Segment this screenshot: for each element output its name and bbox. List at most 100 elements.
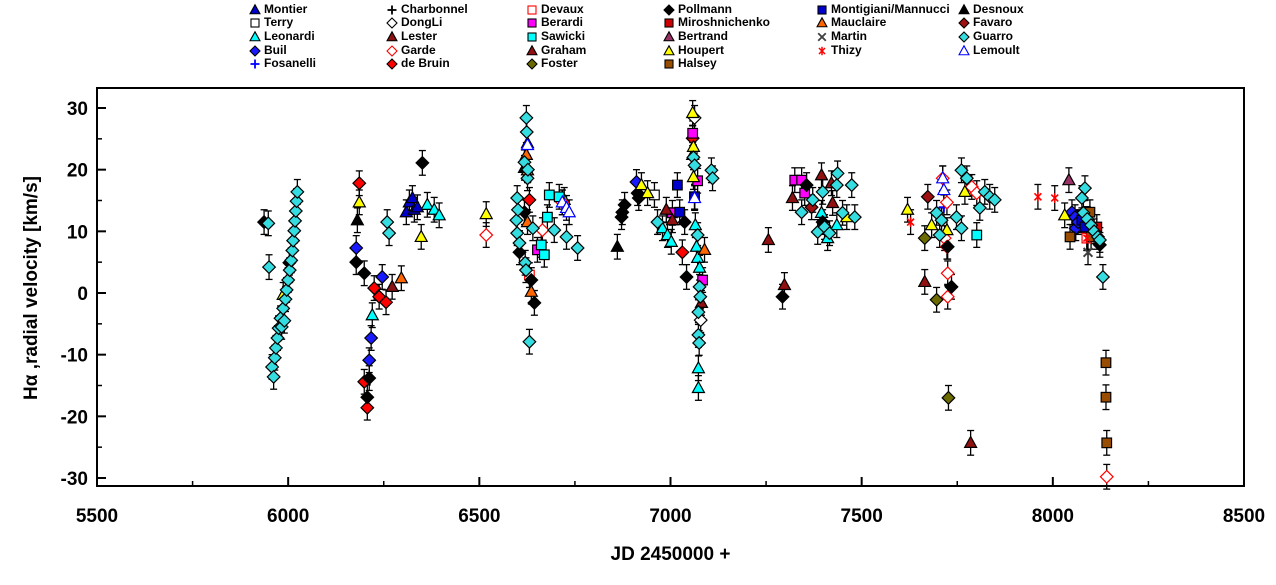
- data-point: [362, 353, 377, 368]
- data-point: [822, 226, 837, 241]
- series-berardi: [532, 127, 811, 286]
- legend-item-mauclaire: Mauclaire: [815, 15, 950, 29]
- houpert-marker-icon: [663, 44, 675, 55]
- legend-item-label: Fosanelli: [264, 56, 317, 71]
- legend-item-label: Montier: [264, 1, 308, 16]
- buil-marker-icon: [249, 44, 261, 57]
- data-point: [940, 239, 955, 254]
- data-point: [690, 250, 705, 263]
- data-point: [655, 220, 670, 234]
- data-point: [510, 226, 525, 241]
- data-point: [570, 240, 585, 256]
- data-point: [270, 330, 285, 346]
- legend-item-houpert: Houpert: [662, 43, 770, 57]
- data-point: [959, 171, 974, 186]
- data-point: [538, 249, 550, 261]
- data-point: [510, 190, 525, 206]
- fosanelli-marker-icon: [250, 59, 260, 69]
- legend-item-terry: Terry: [248, 15, 316, 29]
- data-point: [940, 266, 955, 281]
- data-point: [562, 204, 577, 218]
- data-point: [1057, 207, 1072, 221]
- legend-item-label: Sawicki: [541, 28, 586, 43]
- data-point: [939, 222, 954, 236]
- berardi-marker-icon: [527, 18, 537, 28]
- series-buil: [349, 174, 1086, 368]
- data-point: [479, 206, 494, 220]
- data-point: [777, 277, 792, 291]
- data-point: [276, 301, 291, 316]
- data-point: [1099, 469, 1114, 484]
- data-point: [929, 292, 944, 307]
- data-point: [512, 235, 527, 251]
- legend-item-garde: Garde: [385, 43, 468, 57]
- data-point: [844, 177, 859, 193]
- data-point: [279, 282, 294, 298]
- series-bertrand: [1061, 172, 1076, 186]
- data-point: [987, 192, 1002, 208]
- data-point: [640, 185, 655, 199]
- data-point: [527, 295, 542, 311]
- data-point: [405, 190, 420, 204]
- thizy-marker-icon: [818, 46, 826, 55]
- data-point: [972, 200, 987, 216]
- data-point: [650, 214, 665, 230]
- bertrand-marker-icon: [663, 30, 675, 42]
- data-point: [690, 227, 705, 243]
- data-point: [830, 166, 845, 181]
- data-point: [410, 199, 425, 213]
- legend-item-label: Garde: [401, 42, 436, 57]
- data-point: [522, 334, 537, 349]
- legend-item-lester: Lester: [385, 29, 468, 43]
- legend-item-label: Lester: [401, 28, 438, 43]
- data-point: [1082, 247, 1094, 258]
- data-point: [799, 177, 814, 193]
- data-point: [687, 127, 699, 139]
- data-point: [917, 274, 932, 288]
- data-point: [381, 226, 397, 241]
- legend-item-graham: Graham: [525, 43, 586, 57]
- data-point: [522, 192, 537, 208]
- legend-item-label: Buil: [264, 42, 287, 57]
- foster-marker-icon: [526, 58, 538, 70]
- data-point: [697, 242, 712, 255]
- legend-item-label: Guarro: [973, 28, 1014, 43]
- legend-item-label: de Bruin: [401, 56, 450, 71]
- martin-marker-icon: [817, 32, 827, 42]
- legend-column: Desnoux Favaro Guarro Lemoult: [957, 2, 1024, 57]
- legend-column: Montigiani/Mannucci Mauclaire Martin Thizy: [815, 2, 950, 57]
- data-point: [1082, 233, 1091, 243]
- data-point: [693, 289, 708, 304]
- legend-item-label: Thizy: [831, 42, 862, 57]
- data-point: [691, 304, 706, 320]
- data-point: [971, 229, 983, 241]
- data-point: [510, 202, 526, 217]
- y-tick-label: -10: [61, 346, 88, 367]
- data-point: [479, 227, 494, 243]
- data-point: [825, 195, 840, 209]
- data-point: [289, 193, 304, 209]
- legend-item-label: Lemoult: [973, 42, 1020, 57]
- axis-ticks: 5500 6000 6500 7000 7500 8000 8500 30 20 10 0 -10 -2…: [61, 99, 1266, 527]
- legend-item-label: Desnoux: [973, 1, 1024, 16]
- data-point: [1033, 192, 1042, 202]
- data-point: [518, 263, 534, 278]
- data-point: [278, 292, 293, 307]
- data-point: [350, 212, 365, 226]
- data-point: [634, 177, 649, 191]
- legend-item-desnoux: Desnoux: [957, 2, 1024, 16]
- data-point: [287, 213, 303, 228]
- data-point: [671, 179, 683, 191]
- data-point: [267, 350, 282, 365]
- data-point: [277, 313, 292, 328]
- data-point: [1100, 391, 1112, 403]
- data-point: [963, 435, 978, 448]
- legend-item-thizy: Thizy: [815, 43, 950, 57]
- data-point: [829, 177, 844, 193]
- series-sawicki: [535, 189, 983, 261]
- lester-marker-icon: [386, 30, 398, 42]
- y-tick-label: 10: [67, 222, 88, 243]
- data-point: [610, 239, 625, 252]
- legend-item-miroshnichenko: Miroshnichenko: [662, 15, 770, 29]
